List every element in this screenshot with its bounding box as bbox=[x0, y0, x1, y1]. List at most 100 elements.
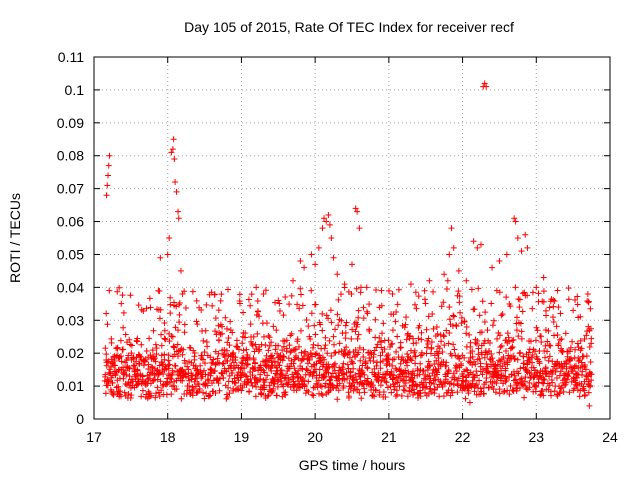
data-point bbox=[114, 288, 121, 295]
data-point bbox=[318, 383, 325, 390]
data-point bbox=[417, 393, 424, 400]
data-point bbox=[371, 365, 378, 372]
data-point bbox=[216, 387, 223, 394]
data-point bbox=[102, 345, 109, 352]
data-point bbox=[378, 338, 385, 345]
data-point bbox=[179, 290, 186, 297]
data-point bbox=[387, 344, 394, 351]
data-point bbox=[518, 335, 525, 342]
data-point bbox=[544, 338, 551, 345]
data-point bbox=[286, 342, 293, 349]
data-point bbox=[161, 320, 168, 327]
data-point bbox=[550, 296, 557, 303]
data-point bbox=[214, 376, 221, 383]
x-axis-label: GPS time / hours bbox=[299, 457, 406, 473]
data-point bbox=[262, 362, 269, 369]
data-point bbox=[413, 383, 420, 390]
data-point bbox=[372, 386, 379, 393]
data-point bbox=[200, 337, 207, 344]
data-point bbox=[262, 376, 269, 383]
data-point bbox=[308, 251, 315, 258]
data-point bbox=[504, 330, 511, 337]
data-point bbox=[496, 258, 503, 265]
data-point bbox=[422, 376, 429, 383]
data-point bbox=[358, 395, 365, 402]
data-point bbox=[225, 286, 232, 293]
data-point bbox=[393, 308, 400, 315]
data-point bbox=[362, 360, 369, 367]
y-tick-label: 0.06 bbox=[57, 214, 84, 230]
data-point bbox=[446, 316, 453, 323]
data-point bbox=[522, 231, 529, 238]
data-point bbox=[564, 353, 571, 360]
data-point bbox=[334, 271, 341, 278]
data-point bbox=[106, 287, 113, 294]
data-point bbox=[371, 393, 378, 400]
data-point bbox=[301, 350, 308, 357]
data-point bbox=[328, 352, 335, 359]
data-point bbox=[209, 302, 216, 309]
data-point bbox=[266, 343, 273, 350]
data-point bbox=[476, 377, 483, 384]
data-point bbox=[156, 369, 163, 376]
data-point bbox=[350, 360, 357, 367]
data-point bbox=[355, 331, 362, 338]
data-point bbox=[495, 371, 502, 378]
data-point bbox=[204, 343, 211, 350]
data-point bbox=[250, 355, 257, 362]
data-point bbox=[273, 327, 280, 334]
data-point bbox=[461, 354, 468, 361]
data-point bbox=[463, 330, 470, 337]
data-point bbox=[512, 218, 519, 225]
data-point bbox=[345, 389, 352, 396]
data-point bbox=[360, 354, 367, 361]
data-point bbox=[200, 356, 207, 363]
data-point bbox=[227, 318, 234, 325]
data-point bbox=[291, 346, 298, 353]
data-point bbox=[158, 352, 165, 359]
data-point bbox=[532, 382, 539, 389]
data-point bbox=[376, 334, 383, 341]
data-point bbox=[234, 385, 241, 392]
data-point bbox=[588, 371, 595, 378]
data-point bbox=[425, 358, 432, 365]
data-point bbox=[311, 322, 318, 329]
data-point bbox=[484, 327, 491, 334]
data-point bbox=[172, 324, 179, 331]
data-point bbox=[526, 384, 533, 391]
data-point bbox=[511, 215, 518, 222]
data-point bbox=[425, 313, 432, 320]
data-point bbox=[500, 354, 507, 361]
data-point bbox=[534, 327, 541, 334]
data-point bbox=[131, 362, 138, 369]
data-point bbox=[238, 359, 245, 366]
data-point bbox=[404, 362, 411, 369]
y-tick-label: 0 bbox=[76, 411, 84, 427]
data-point bbox=[164, 251, 171, 258]
data-point bbox=[587, 358, 594, 365]
data-point bbox=[116, 354, 123, 361]
data-point bbox=[168, 149, 175, 156]
data-point bbox=[463, 277, 470, 284]
data-point bbox=[301, 264, 308, 271]
data-point bbox=[325, 315, 332, 322]
data-point bbox=[273, 392, 280, 399]
data-point bbox=[282, 294, 289, 301]
data-point bbox=[109, 379, 116, 386]
data-point bbox=[308, 310, 315, 317]
data-point bbox=[348, 335, 355, 342]
data-point bbox=[374, 341, 381, 348]
data-point bbox=[498, 312, 505, 319]
data-point bbox=[172, 363, 179, 370]
data-point bbox=[161, 356, 168, 363]
data-point bbox=[240, 309, 247, 316]
x-tick-label: 19 bbox=[234, 429, 250, 445]
data-point bbox=[376, 373, 383, 380]
data-point bbox=[105, 358, 112, 365]
data-point bbox=[230, 359, 237, 366]
data-point bbox=[452, 362, 459, 369]
data-point bbox=[331, 367, 338, 374]
data-point bbox=[431, 380, 438, 387]
data-point bbox=[336, 340, 343, 347]
data-point bbox=[542, 307, 549, 314]
